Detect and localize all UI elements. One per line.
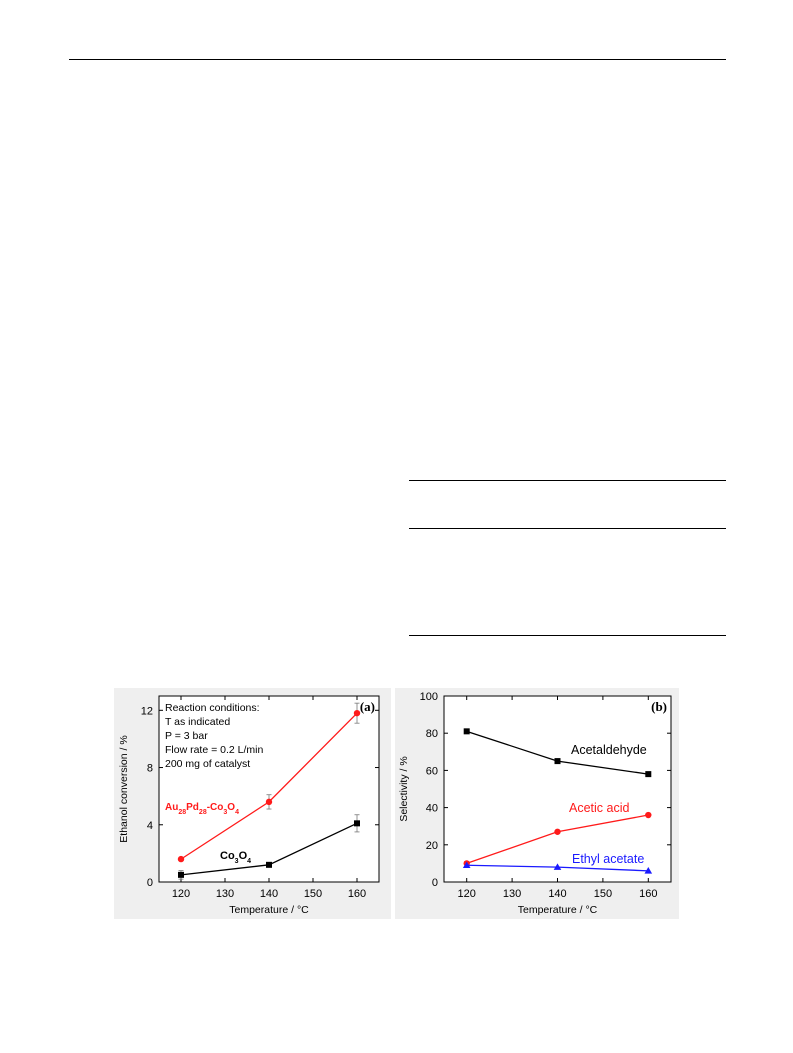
x-tick-label: 140 <box>260 888 278 900</box>
reaction-conditions-line: Reaction conditions: <box>165 702 260 714</box>
x-tick-label: 140 <box>548 888 566 900</box>
series-label: Acetaldehyde <box>571 743 647 757</box>
x-axis-label: Temperature / °C <box>229 904 309 916</box>
table-top-rule <box>409 480 726 481</box>
y-axis-label: Selectivity / % <box>398 756 410 821</box>
table-bottom-rule <box>409 635 726 636</box>
y-tick-label: 20 <box>426 840 438 852</box>
y-axis-label: Ethanol conversion / % <box>118 735 130 842</box>
series-label: Ethyl acetate <box>572 852 644 866</box>
series-label-aupd: Au28Pd28-Co3O4 <box>165 802 239 816</box>
selectivity-chart: 120 130 140 150 160 0 20 40 60 80 100 Temperature /… <box>398 691 672 916</box>
x-tick-label: 160 <box>639 888 657 900</box>
data-point <box>462 861 471 869</box>
data-point <box>178 871 184 878</box>
y-tick-label: 0 <box>147 877 153 889</box>
data-point <box>354 820 360 827</box>
series-ethyl-acetate <box>462 861 653 874</box>
table-mid-rule <box>409 528 726 529</box>
series-co3o4 <box>178 814 360 880</box>
data-point <box>554 828 561 835</box>
series-label: Acetic acid <box>569 801 629 815</box>
chart-panel-a: 120 130 140 150 160 0 4 8 12 Temperature / °C Etha… <box>114 688 391 919</box>
reaction-conditions-line: 200 mg of catalyst <box>165 758 250 770</box>
series-au28pd28-co3o4 <box>177 702 361 863</box>
x-tick-label: 150 <box>304 888 322 900</box>
reaction-conditions-line: P = 3 bar <box>165 730 208 742</box>
chart-panel-b: 120 130 140 150 160 0 20 40 60 80 100 Temperature /… <box>395 688 679 919</box>
page-header-rule <box>69 59 726 60</box>
y-tick-label: 80 <box>426 728 438 740</box>
y-tick-label: 0 <box>432 877 438 889</box>
x-tick-label: 120 <box>172 888 190 900</box>
plot-area-frame <box>443 695 672 883</box>
conversion-chart: 120 130 140 150 160 0 4 8 12 Temperature / °C Etha… <box>118 695 380 916</box>
series-label-co3o4: Co3O4 <box>220 850 251 865</box>
data-point <box>463 728 470 735</box>
data-point <box>554 758 561 765</box>
reaction-conditions-line: T as indicated <box>165 716 230 728</box>
panel-label: (b) <box>651 699 667 714</box>
x-tick-label: 130 <box>216 888 234 900</box>
x-tick-label: 150 <box>594 888 612 900</box>
reaction-conditions-line: Flow rate = 0.2 L/min <box>165 744 263 756</box>
data-point <box>553 863 562 870</box>
data-point <box>353 709 361 717</box>
data-point <box>644 867 653 874</box>
y-tick-label: 12 <box>141 705 153 717</box>
panel-label: (a) <box>360 699 375 714</box>
y-tick-label: 60 <box>426 765 438 777</box>
y-tick-label: 100 <box>420 691 438 703</box>
x-tick-label: 120 <box>458 888 476 900</box>
series-acetaldehyde <box>463 728 652 778</box>
data-point <box>177 855 185 863</box>
data-point <box>645 771 652 778</box>
x-tick-label: 130 <box>503 888 521 900</box>
data-point <box>265 798 273 806</box>
y-tick-label: 4 <box>147 820 153 832</box>
plot-area-frame <box>158 695 380 883</box>
x-axis-label: Temperature / °C <box>518 904 598 916</box>
data-point <box>266 861 272 868</box>
y-tick-label: 8 <box>147 763 153 775</box>
y-tick-label: 40 <box>426 803 438 815</box>
x-tick-label: 160 <box>348 888 366 900</box>
data-point <box>645 811 652 819</box>
